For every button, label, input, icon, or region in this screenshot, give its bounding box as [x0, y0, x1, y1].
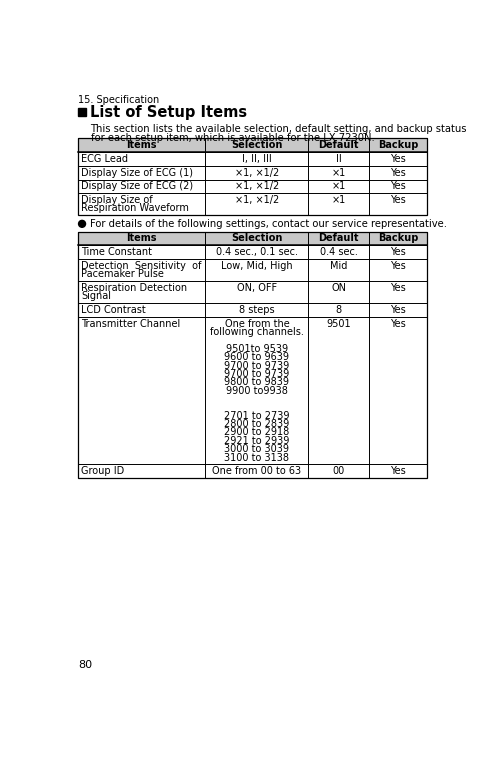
Text: Signal: Signal — [81, 291, 111, 301]
Text: Respiration Detection: Respiration Detection — [81, 283, 187, 293]
Text: Yes: Yes — [389, 247, 405, 257]
Bar — [78, 464, 426, 478]
Text: This section lists the available selection, default setting, and backup status: This section lists the available selecti… — [90, 125, 466, 135]
Text: 2921 to 2939: 2921 to 2939 — [224, 436, 289, 446]
Text: 3000 to 3039: 3000 to 3039 — [224, 444, 289, 454]
Bar — [78, 245, 426, 259]
Text: Low, Mid, High: Low, Mid, High — [221, 261, 292, 271]
Text: 2900 to 2918: 2900 to 2918 — [224, 428, 289, 438]
Text: Default: Default — [318, 234, 358, 244]
Text: Detection  Sensitivity  of: Detection Sensitivity of — [81, 261, 201, 271]
Text: Respiration Waveform: Respiration Waveform — [81, 203, 189, 214]
Text: ×1, ×1/2: ×1, ×1/2 — [234, 167, 279, 177]
Text: ×1, ×1/2: ×1, ×1/2 — [234, 195, 279, 205]
Text: II: II — [335, 154, 341, 164]
Bar — [78, 231, 426, 478]
Text: Selection: Selection — [231, 140, 282, 150]
Text: 0.4 sec., 0.1 sec.: 0.4 sec., 0.1 sec. — [216, 247, 297, 257]
Text: Yes: Yes — [389, 283, 405, 293]
Text: Default: Default — [318, 140, 358, 150]
Text: Yes: Yes — [389, 195, 405, 205]
Text: 80: 80 — [78, 660, 92, 670]
Bar — [78, 259, 426, 281]
Text: Group ID: Group ID — [81, 466, 124, 476]
Text: Yes: Yes — [389, 261, 405, 271]
Text: 8 steps: 8 steps — [239, 305, 274, 315]
Text: For details of the following settings, contact our service representative.: For details of the following settings, c… — [90, 219, 446, 229]
Bar — [78, 180, 426, 193]
Text: 9501: 9501 — [326, 319, 350, 329]
Text: 2800 to 2839: 2800 to 2839 — [224, 419, 289, 429]
Text: Yes: Yes — [389, 181, 405, 192]
Text: Mid: Mid — [329, 261, 347, 271]
Text: Yes: Yes — [389, 319, 405, 329]
Text: 9501to 9539: 9501to 9539 — [225, 344, 287, 354]
Text: ×1: ×1 — [331, 181, 346, 192]
Text: I, II, III: I, II, III — [242, 154, 271, 164]
Text: Backup: Backup — [377, 140, 418, 150]
Text: ON: ON — [331, 283, 346, 293]
Text: ECG Lead: ECG Lead — [81, 154, 128, 164]
Bar — [78, 108, 86, 116]
Text: following channels.: following channels. — [209, 327, 303, 337]
Text: 9700 to 9739: 9700 to 9739 — [224, 361, 289, 371]
Text: List of Setup Items: List of Setup Items — [90, 104, 246, 119]
Text: Time Constant: Time Constant — [81, 247, 152, 257]
Bar — [78, 281, 426, 303]
Text: 9900 to9938: 9900 to9938 — [225, 386, 287, 396]
Text: Display Size of ECG (1): Display Size of ECG (1) — [81, 167, 193, 177]
Text: Display Size of ECG (2): Display Size of ECG (2) — [81, 181, 193, 192]
Text: ×1: ×1 — [331, 195, 346, 205]
Text: Transmitter Channel: Transmitter Channel — [81, 319, 180, 329]
Text: 8: 8 — [335, 305, 341, 315]
Text: Selection: Selection — [231, 234, 282, 244]
Text: Items: Items — [126, 140, 157, 150]
Text: ×1, ×1/2: ×1, ×1/2 — [234, 181, 279, 192]
Bar — [78, 303, 426, 317]
Bar — [78, 231, 426, 245]
Text: Yes: Yes — [389, 167, 405, 177]
Text: 9600 to 9639: 9600 to 9639 — [224, 352, 289, 362]
Bar — [78, 317, 426, 464]
Text: for each setup item, which is available for the LX-7230N.: for each setup item, which is available … — [90, 133, 373, 143]
Text: Pacemaker Pulse: Pacemaker Pulse — [81, 269, 164, 279]
Text: Yes: Yes — [389, 305, 405, 315]
Bar — [78, 139, 426, 215]
Text: One from 00 to 63: One from 00 to 63 — [212, 466, 301, 476]
Text: 00: 00 — [332, 466, 345, 476]
Text: ON, OFF: ON, OFF — [236, 283, 276, 293]
Bar — [78, 166, 426, 180]
Text: 3100 to 3138: 3100 to 3138 — [224, 453, 289, 463]
Text: 9800 to 9839: 9800 to 9839 — [224, 377, 289, 387]
Circle shape — [79, 221, 85, 228]
Text: 9700 to 9739: 9700 to 9739 — [224, 369, 289, 379]
Text: Items: Items — [126, 234, 157, 244]
Text: ×1: ×1 — [331, 167, 346, 177]
Text: Yes: Yes — [389, 466, 405, 476]
Bar — [78, 139, 426, 152]
Text: 0.4 sec.: 0.4 sec. — [319, 247, 357, 257]
Text: 2701 to 2739: 2701 to 2739 — [224, 411, 289, 421]
Text: 15. Specification: 15. Specification — [78, 95, 159, 105]
Text: Yes: Yes — [389, 154, 405, 164]
Bar — [78, 193, 426, 215]
Bar — [78, 152, 426, 166]
Text: One from the: One from the — [224, 319, 289, 329]
Text: Backup: Backup — [377, 234, 418, 244]
Text: Display Size of: Display Size of — [81, 195, 153, 205]
Text: LCD Contrast: LCD Contrast — [81, 305, 146, 315]
